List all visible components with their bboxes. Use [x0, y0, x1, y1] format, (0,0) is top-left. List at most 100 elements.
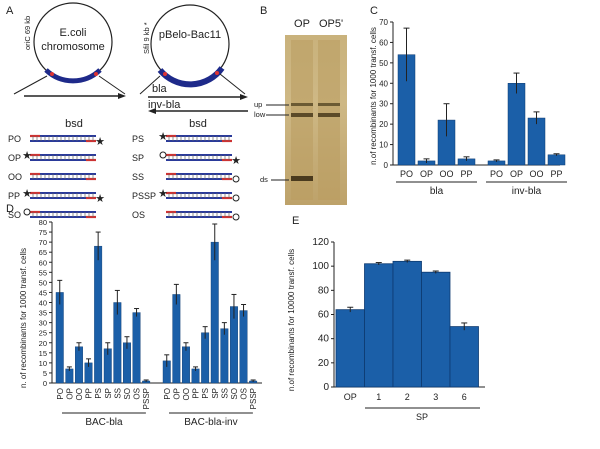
- y-tick-label: 120: [312, 237, 329, 248]
- chart-e-ylabel: n.of recombinants for 10000 transf. cell…: [287, 249, 296, 391]
- bar: [220, 328, 229, 384]
- y-tick-label: 70: [379, 18, 388, 27]
- oligo-label: OP: [8, 153, 21, 163]
- y-tick-label: 55: [39, 268, 47, 277]
- gel-lane: [291, 40, 313, 200]
- y-tick-label: 40: [379, 79, 388, 88]
- y-tick-label: 10: [39, 359, 47, 368]
- category-label: OP: [420, 169, 433, 179]
- left-zoom-line: [13, 75, 48, 95]
- left-zoom-line: [98, 75, 126, 95]
- chart-c: C n.of recombinants for 1000 transf. cel…: [369, 5, 567, 197]
- bar: [181, 346, 190, 384]
- band-label-ds: ds: [260, 175, 268, 184]
- circle-marker-icon: [232, 194, 240, 202]
- star-marker-icon: ★: [231, 155, 241, 167]
- y-tick-label: 60: [39, 258, 47, 267]
- category-label: SS: [113, 388, 122, 399]
- bar: [527, 117, 546, 166]
- gel-lane: [318, 40, 340, 200]
- panel-d-letter: D: [6, 203, 14, 215]
- category-label: PO: [400, 169, 413, 179]
- group-label: bla: [430, 186, 444, 197]
- category-label: PSSP: [249, 388, 258, 409]
- y-tick-label: 100: [312, 261, 329, 272]
- category-label: PS: [94, 388, 103, 399]
- category-label: PO: [56, 388, 65, 400]
- y-tick-label: 20: [318, 358, 330, 369]
- oligo-label: OS: [132, 210, 145, 220]
- category-label: OO: [75, 388, 84, 400]
- bla-arrow-head: [240, 94, 248, 100]
- panel-c-letter: C: [370, 5, 378, 17]
- y-tick-label: 70: [39, 238, 47, 247]
- bar: [421, 271, 451, 388]
- bar: [132, 312, 141, 384]
- chart-c-ylabel: n.of recombinants for 1000 transf. cells: [369, 27, 378, 165]
- y-tick-label: 0: [384, 161, 389, 170]
- y-tick-label: 75: [39, 228, 47, 237]
- bar: [65, 368, 74, 384]
- bar: [191, 368, 200, 384]
- inv-bla-label: inv-bla: [148, 99, 181, 111]
- y-tick-label: 80: [39, 218, 47, 227]
- y-tick-label: 60: [379, 38, 388, 47]
- oligo-label: SO: [8, 210, 21, 220]
- category-label: OP: [172, 388, 181, 400]
- star-marker-icon: ★: [22, 188, 32, 200]
- right-insert-marker: [215, 71, 219, 75]
- oligo-label: PSSP: [132, 191, 156, 201]
- group-label: BAC-bla: [85, 417, 123, 428]
- category-label: PP: [550, 169, 562, 179]
- category-label: PO: [163, 388, 172, 400]
- category-label: SP: [104, 388, 113, 399]
- category-label: 1: [376, 392, 381, 402]
- oligo-label: SP: [132, 153, 144, 163]
- y-tick-label: 30: [39, 319, 47, 328]
- category-label: OP: [65, 388, 74, 400]
- category-label: OS: [240, 388, 249, 400]
- category-label: PP: [192, 388, 201, 399]
- left-circle-line1: E.coli: [60, 27, 87, 39]
- lane-label-op5: OP5': [319, 18, 343, 30]
- right-insert-marker: [163, 72, 167, 76]
- bla-label: bla: [152, 83, 168, 95]
- y-tick-label: 60: [318, 310, 330, 321]
- chart-d: D n. of recombinants for 1000 transf. ce…: [6, 203, 262, 428]
- gel-band-up: [318, 103, 340, 106]
- y-tick-label: 20: [39, 339, 47, 348]
- category-label: SO: [230, 388, 239, 400]
- category-label: OO: [182, 388, 191, 400]
- category-label: PP: [85, 388, 94, 399]
- right-zoom-line: [219, 73, 246, 95]
- gel-band-up: [291, 103, 313, 106]
- oligo-label: PO: [8, 134, 21, 144]
- y-tick-label: 20: [379, 120, 388, 129]
- right-zoom-line: [139, 75, 161, 95]
- bar: [210, 241, 219, 384]
- bar: [449, 326, 479, 388]
- category-label: SP: [211, 388, 220, 399]
- y-tick-label: 65: [39, 248, 47, 257]
- y-tick-label: 40: [318, 334, 330, 345]
- panel-b-letter: B: [260, 5, 267, 17]
- circle-marker-icon: [232, 175, 240, 183]
- inv-bla-arrow-head: [148, 108, 156, 114]
- bar: [507, 83, 526, 166]
- category-label: SO: [123, 388, 132, 400]
- category-label: OS: [133, 388, 142, 400]
- star-marker-icon: ★: [158, 131, 168, 143]
- panel-a-letter: A: [6, 5, 14, 17]
- y-tick-label: 0: [323, 382, 329, 393]
- gel-band-low: [318, 113, 340, 117]
- bar: [172, 294, 181, 384]
- y-tick-label: 10: [379, 141, 388, 150]
- bar: [392, 260, 422, 388]
- category-label: OO: [529, 169, 543, 179]
- group-label: inv-bla: [512, 186, 542, 197]
- group-label: SP: [416, 412, 428, 422]
- oligo-label: SS: [132, 172, 144, 182]
- y-tick-label: 50: [379, 59, 388, 68]
- y-tick-label: 50: [39, 278, 47, 287]
